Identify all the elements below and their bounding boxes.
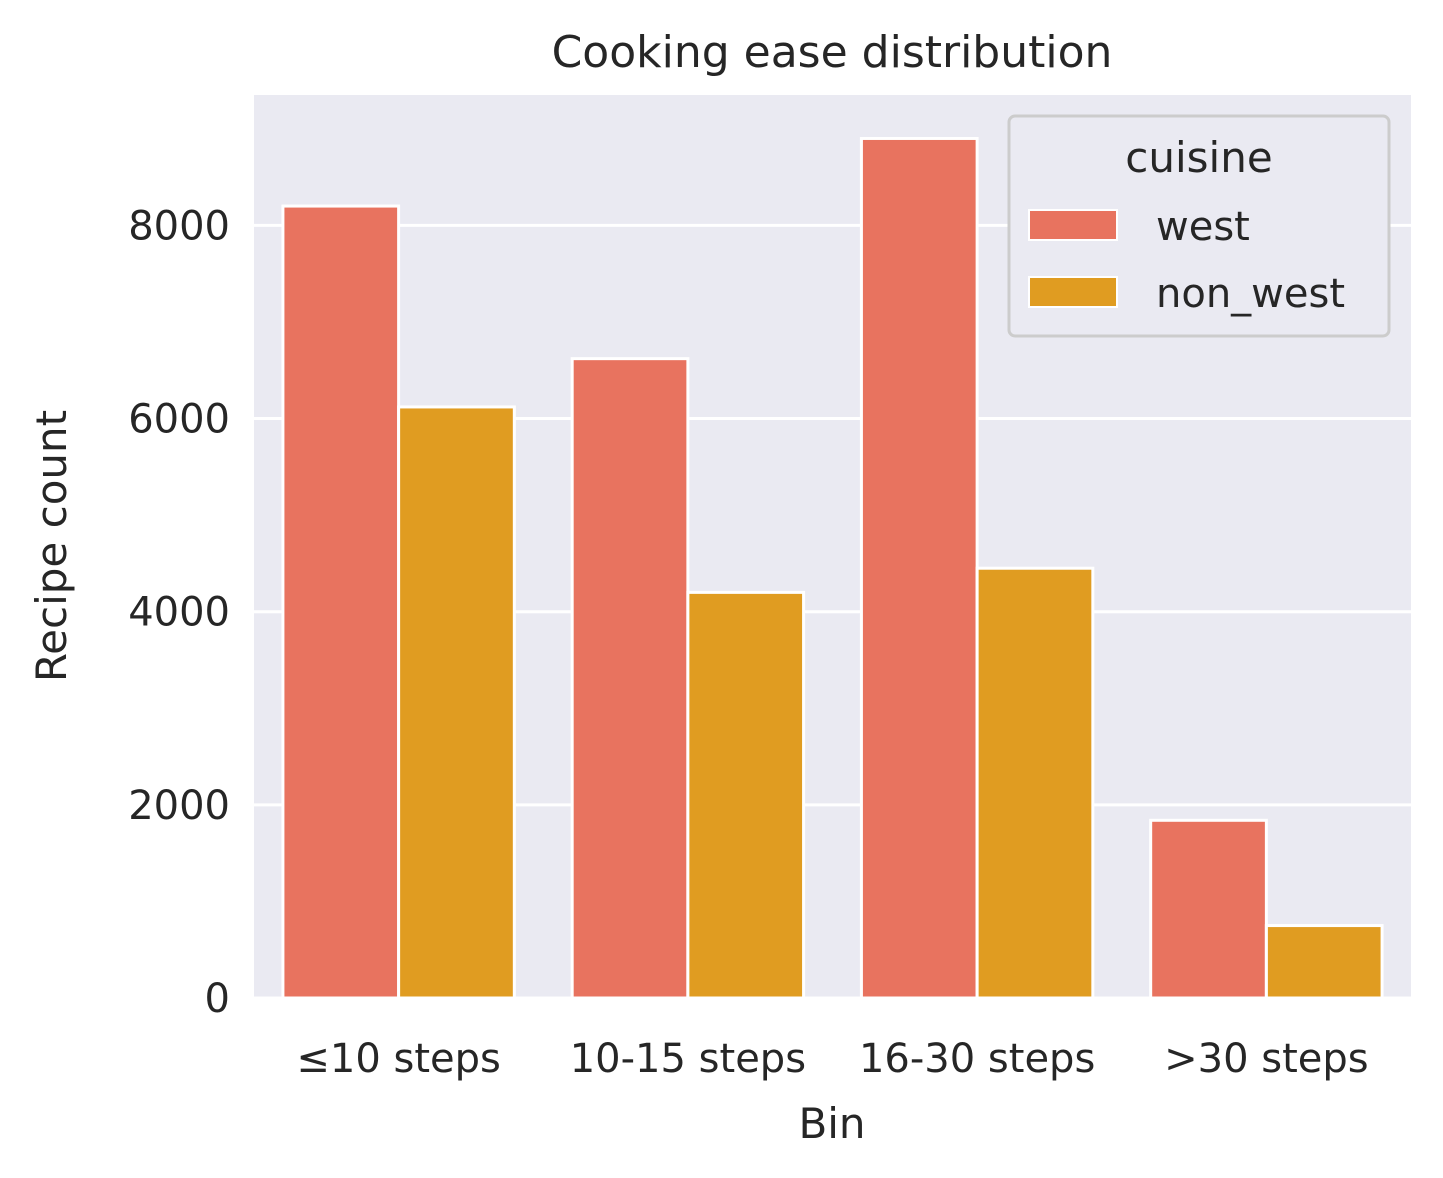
y-tick-label: 2000 [128, 783, 230, 829]
y-tick-labels: 0 2000 4000 6000 8000 [128, 203, 230, 1022]
x-axis-label: Bin [798, 1099, 865, 1148]
y-tick-label: 6000 [128, 397, 230, 443]
bar-non-west [1264, 924, 1384, 1000]
legend-label-west: west [1156, 204, 1250, 250]
bar-west [281, 204, 401, 1000]
bar-west [570, 357, 690, 1000]
bar-non-west [686, 590, 806, 1000]
legend-swatch-non-west [1028, 276, 1118, 308]
chart-title: Cooking ease distribution [552, 27, 1113, 78]
legend-title: cuisine [1125, 133, 1272, 182]
bar-west [859, 136, 979, 1000]
y-tick-label: 4000 [128, 590, 230, 636]
bars [281, 136, 1384, 1000]
bar-west [1149, 818, 1268, 1000]
bar-non-west [975, 566, 1095, 1000]
bar-non-west [397, 405, 516, 1000]
x-tick-labels: ≤10 steps 10-15 steps 16-30 steps >30 steps [296, 1036, 1368, 1082]
y-tick-label: 0 [205, 976, 230, 1022]
legend: cuisine west non_west [1007, 114, 1391, 338]
x-tick-label: 10-15 steps [570, 1036, 806, 1082]
legend-label-non-west: non_west [1156, 271, 1345, 317]
y-axis-label: Recipe count [27, 410, 76, 682]
y-tick-label: 8000 [128, 203, 230, 249]
legend-swatch-west [1028, 209, 1118, 241]
x-tick-label: >30 steps [1164, 1036, 1369, 1082]
x-tick-label: 16-30 steps [859, 1036, 1095, 1082]
x-tick-label: ≤10 steps [296, 1036, 501, 1082]
